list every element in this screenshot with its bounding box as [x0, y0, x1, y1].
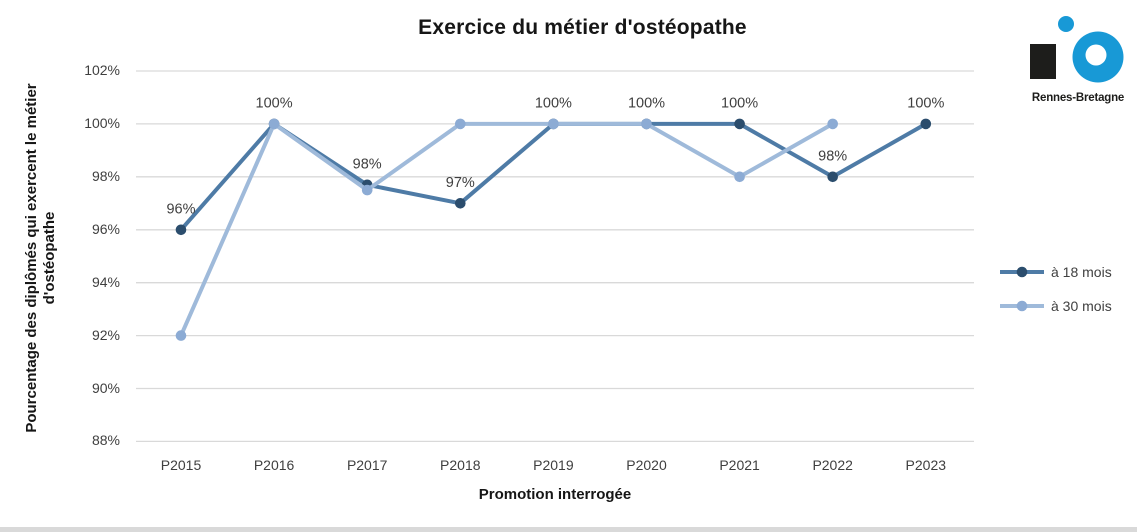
y-axis-title-line1: Pourcentage des diplômés qui exercent le… [23, 83, 40, 433]
data-point-marker [361, 184, 373, 196]
legend-item: à 30 mois [1000, 289, 1112, 323]
y-tick-label: 102% [84, 62, 120, 78]
data-point-marker [734, 171, 745, 183]
logo-i-dot-icon [1058, 16, 1074, 32]
x-tick-label: P2021 [719, 457, 760, 473]
y-tick-label: 100% [84, 114, 120, 131]
data-point-marker [827, 118, 838, 130]
data-label: 100% [256, 95, 293, 111]
logo-o-hole [1085, 44, 1107, 66]
y-tick-label: 92% [91, 326, 120, 343]
x-tick-label: P2022 [812, 457, 853, 473]
y-tick-label: 96% [91, 220, 120, 237]
chart-title: Exercice du métier d'ostéopathe [418, 16, 747, 39]
legend: à 18 mois à 30 mois [1000, 255, 1112, 323]
x-tick-label: P2018 [440, 457, 481, 473]
logo-black-square [1030, 44, 1056, 79]
x-tick-label: P2023 [905, 457, 947, 473]
data-label: 98% [818, 148, 847, 164]
data-label: 100% [721, 95, 758, 111]
data-point-marker [175, 330, 187, 341]
data-point-marker [548, 118, 559, 130]
x-tick-label: P2020 [626, 457, 667, 473]
data-point-marker [455, 198, 466, 209]
data-label: 98% [353, 156, 382, 172]
legend-swatch-icon [1000, 266, 1044, 278]
data-point-marker [920, 118, 932, 130]
y-tick-label: 88% [91, 432, 120, 449]
data-point-marker [734, 118, 745, 130]
x-tick-label: P2019 [533, 457, 574, 473]
x-tick-label: P2015 [160, 457, 202, 473]
data-point-marker [641, 118, 652, 130]
logo-text: Rennes-Bretagne [1031, 92, 1125, 104]
legend-label: à 30 mois [1051, 298, 1112, 314]
x-tick-label: P2017 [346, 457, 388, 473]
bottom-edge-bar [0, 527, 1137, 532]
y-tick-label: 90% [91, 379, 120, 396]
data-label: 100% [907, 95, 944, 111]
x-axis-title: Promotion interrogée [478, 486, 632, 503]
logo: Rennes-Bretagne [1024, 12, 1132, 104]
data-label: 100% [535, 95, 572, 111]
data-label: 97% [446, 175, 475, 191]
data-point-marker [827, 171, 838, 183]
data-point-marker [455, 118, 466, 130]
legend-label: à 18 mois [1051, 264, 1112, 280]
data-label: 96% [166, 201, 195, 217]
y-tick-label: 94% [91, 273, 120, 290]
x-tick-label: P2016 [253, 457, 295, 473]
y-tick-label: 98% [91, 167, 120, 184]
data-point-marker [268, 118, 280, 130]
data-point-marker [175, 224, 187, 236]
data-label: 100% [628, 95, 665, 111]
legend-item: à 18 mois [1000, 255, 1112, 289]
legend-swatch-icon [1000, 300, 1044, 312]
series-line-1 [179, 121, 835, 338]
logo-mark [1030, 16, 1124, 83]
